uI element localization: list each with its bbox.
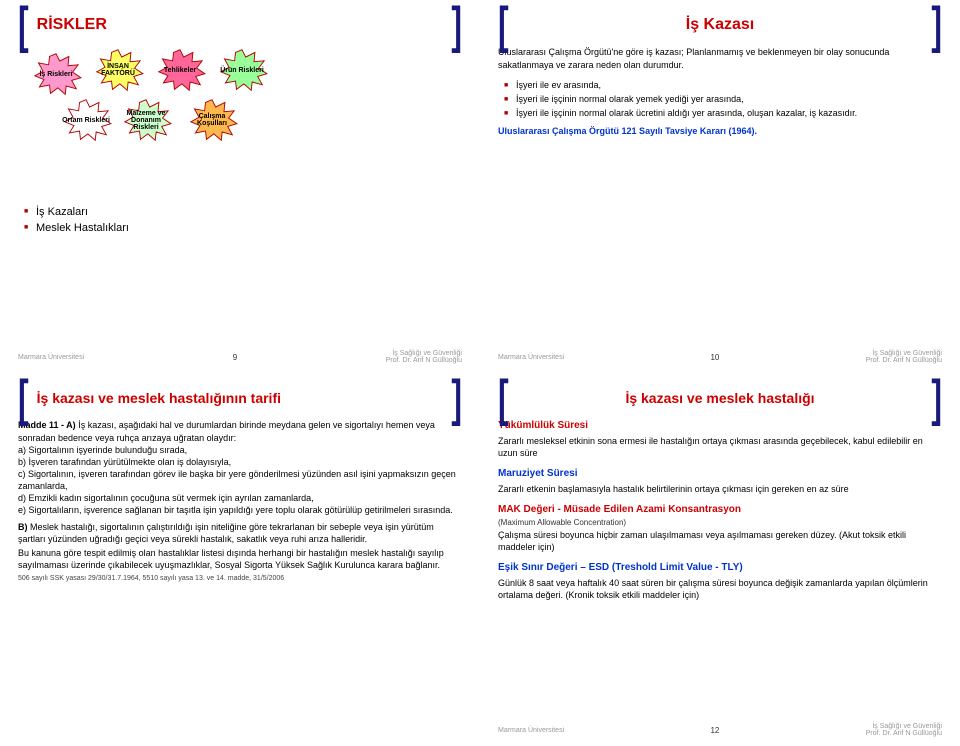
starburst: İş Riskleri [28, 50, 84, 98]
list-item: İşyeri ile ev arasında, [504, 79, 942, 91]
starburst: Ortam Riskleri [58, 96, 114, 144]
bracket-left: [ [498, 380, 509, 416]
slide-footer: Marmara Üniversitesi 10 İş Sağlığı ve Gü… [498, 350, 942, 365]
bullet-list: İşyeri ile ev arasında, İşyeri ile işçini… [498, 79, 942, 119]
page-number: 10 [710, 353, 719, 362]
slide-footer: Marmara Üniversitesi 9 İş Sağlığı ve Güv… [18, 350, 462, 365]
bracket-right: ] [451, 7, 462, 43]
footer-uni: Marmara Üniversitesi [498, 727, 564, 734]
footer-uni: Marmara Üniversitesi [498, 354, 564, 361]
slide-title: İş kazası ve meslek hastalığının tarifi [33, 390, 285, 406]
bracket-right: ] [931, 380, 942, 416]
list-item: İş Kazaları [24, 206, 462, 218]
starburst: Ürün Riskleri [214, 46, 270, 94]
m11-lead: Madde 11 - A) Madde 11 - A) İş kazası, a… [18, 419, 462, 443]
footer-right: İş Sağlığı ve Güvenliği Prof. Dr. Arif N… [866, 350, 942, 365]
bracket-left: [ [18, 7, 29, 43]
kaza-section: İş Kazaları Meslek Hastalıkları [18, 206, 462, 234]
b-text-2: Bu kanuna göre tespit edilmiş olan hasta… [18, 547, 462, 571]
intro-text: Uluslararası Çalışma Örgütü'ne göre iş k… [498, 46, 942, 70]
list-item: a) Sigortalının işyerinde bulunduğu sıra… [18, 444, 462, 456]
title-bracket: [ İş kazası ve meslek hastalığının tarif… [18, 387, 462, 409]
slide-11: [ İş kazası ve meslek hastalığının tarif… [4, 377, 476, 742]
slide-10: [ İş Kazası ] Uluslararası Çalışma Örgüt… [484, 4, 956, 369]
sub-heading: MAK Değeri - Müsade Edilen Azami Konsant… [498, 503, 942, 517]
bracket-left: [ [498, 7, 509, 43]
slide-content: Yükümlülük Süresi Zararlı mesleksel etki… [498, 419, 942, 601]
bracket-right: ] [451, 380, 462, 416]
b-text: B) Meslek hastalığı, sigortalının çalışt… [18, 521, 462, 545]
starburst: Malzeme ve Donanım Riskleri [118, 96, 174, 144]
sub-heading: Yükümlülük Süresi [498, 419, 942, 433]
title-bracket: [ İş kazası ve meslek hastalığı ] [498, 387, 942, 409]
citation: 506 sayılı SSK yasası 29/30/31.7.1964, 5… [18, 574, 462, 583]
list-item: d) Emzikli kadın sigortalının çocuğuna s… [18, 492, 462, 504]
page-number: 9 [233, 353, 237, 362]
slide-12: [ İş kazası ve meslek hastalığı ] Yüküml… [484, 377, 956, 742]
footer-right: İş Sağlığı ve Güvenliği Prof. Dr. Arif N… [866, 723, 942, 738]
items-list: a) Sigortalının işyerinde bulunduğu sıra… [18, 444, 462, 517]
list-item: İşyeri ile işçinin normal olarak ücretin… [504, 107, 942, 119]
body-text: Günlük 8 saat veya haftalık 40 saat süre… [498, 577, 942, 601]
body-text: Zararlı mesleksel etkinin sona ermesi il… [498, 435, 942, 459]
risk-diagram: İş RiskleriİNSAN FAKTÖRÜTehlikelerÜrün R… [18, 46, 462, 176]
body-text: Çalışma süresi boyunca hiçbir zaman ulaş… [498, 529, 942, 553]
title-bracket: [ İş Kazası ] [498, 14, 942, 36]
sub-heading: Eşik Sınır Değeri – ESD (Treshold Limit … [498, 561, 942, 575]
starburst: Çalışma Koşulları [184, 96, 240, 144]
page-number: 12 [710, 726, 719, 735]
slide-content: Uluslararası Çalışma Örgütü'ne göre iş k… [498, 46, 942, 137]
list-item: c) Sigortalının, işveren tarafından göre… [18, 468, 462, 492]
sub-heading: Maruziyet Süresi [498, 467, 942, 481]
bracket-left: [ [18, 380, 29, 416]
list-item: İşyeri ile işçinin normal olarak yemek y… [504, 93, 942, 105]
slide-title: İş Kazası [682, 16, 758, 34]
slide-title: İş kazası ve meslek hastalığı [621, 390, 818, 406]
starburst: Tehlikeler [152, 46, 208, 94]
footer-uni: Marmara Üniversitesi [18, 354, 84, 361]
sub-note: (Maximum Allowable Concentration) [498, 518, 942, 529]
list-item: b) İşveren tarafından yürütülmekte olan … [18, 456, 462, 468]
starburst: İNSAN FAKTÖRÜ [90, 46, 146, 94]
list-item: e) Sigortalıların, işverence sağlanan bi… [18, 504, 462, 516]
slide-footer: Marmara Üniversitesi 12 İş Sağlığı ve Gü… [498, 723, 942, 738]
slide-9: [ RİSKLER ] İş RiskleriİNSAN FAKTÖRÜTehl… [4, 4, 476, 369]
slide-content: Madde 11 - A) Madde 11 - A) İş kazası, a… [18, 419, 462, 583]
bracket-right: ] [931, 7, 942, 43]
footer-right: İş Sağlığı ve Güvenliği Prof. Dr. Arif N… [386, 350, 462, 365]
body-text: Zararlı etkenin başlamasıyla hastalık be… [498, 483, 942, 495]
title-bracket: [ RİSKLER ] [18, 14, 462, 36]
slide-title: RİSKLER [33, 16, 111, 34]
reference-text: Uluslararası Çalışma Örgütü 121 Sayılı T… [498, 125, 942, 137]
list-item: Meslek Hastalıkları [24, 222, 462, 234]
